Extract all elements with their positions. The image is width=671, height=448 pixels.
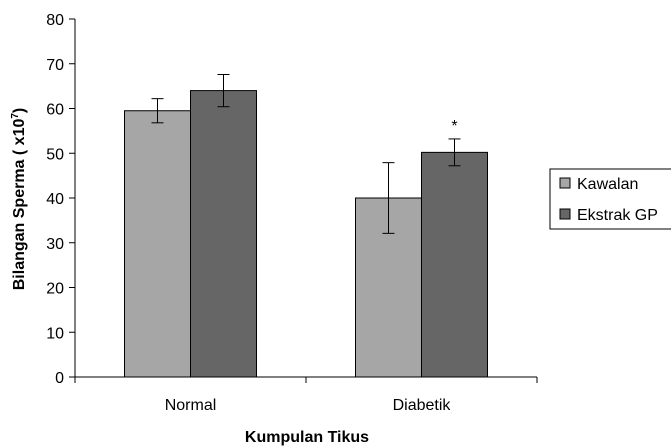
y-tick-label: 30 (46, 236, 64, 253)
y-axis-title-superscript: 7 (10, 113, 21, 119)
x-axis-title: Kumpulan Tikus (245, 429, 369, 446)
y-axis-title-end: ) (11, 108, 28, 113)
y-tick-label: 40 (46, 191, 64, 208)
legend-label-ekstrak-gp: Ekstrak GP (577, 207, 658, 224)
x-tick-label: Normal (165, 397, 217, 414)
error-bars (151, 73, 461, 234)
legend-swatch-kawalan (559, 177, 571, 189)
y-tick-label: 60 (46, 102, 64, 119)
y-tick-label: 20 (46, 281, 64, 298)
y-axis-ticks: 0 10 20 30 40 50 60 70 80 (46, 12, 75, 387)
bar (190, 90, 257, 378)
y-tick-label: 80 (46, 12, 64, 29)
legend-swatch-ekstrak-gp (559, 208, 571, 220)
y-tick-label: 0 (55, 370, 64, 387)
legend-label-kawalan: Kawalan (577, 176, 638, 193)
x-axis-ticks: Normal Diabetik (74, 377, 538, 414)
y-tick-label: 70 (46, 57, 64, 74)
y-tick-label: 10 (46, 325, 64, 342)
y-tick-label: 50 (46, 146, 64, 163)
bar (124, 110, 191, 378)
y-axis-title: Bilangan Sperma ( x107) (10, 108, 28, 291)
legend: Kawalan Ekstrak GP (549, 168, 671, 230)
significance-marker: * (451, 118, 457, 135)
x-tick-label: Diabetik (393, 397, 452, 414)
bars (124, 90, 488, 378)
annotations: * (451, 118, 457, 135)
y-axis-title-main: Bilangan Sperma ( x10 (11, 119, 28, 291)
bar (421, 151, 488, 378)
